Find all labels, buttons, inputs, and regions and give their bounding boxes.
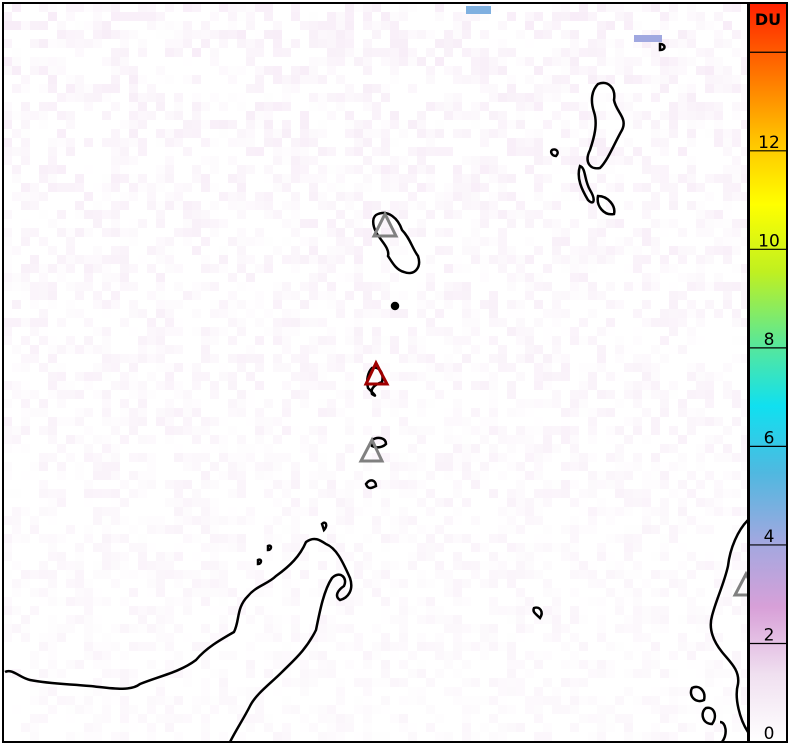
volcano-triangle-icon <box>732 570 748 597</box>
coastline-mainland <box>256 521 328 566</box>
coastline-island <box>532 606 543 620</box>
volcano-triangle-icon <box>371 210 399 238</box>
volcano-markers <box>358 210 748 597</box>
colorbar-tick-label: 12 <box>758 133 780 153</box>
colorbar-tick-label: 2 <box>764 625 775 645</box>
colorbar: 0 2 4 6 8 10 12 DU <box>748 2 788 744</box>
so2-pixels <box>3 3 748 742</box>
volcano-triangle-icon <box>358 436 385 463</box>
so2-pixel-high <box>466 6 491 14</box>
colorbar-tick-label: 10 <box>758 231 780 251</box>
colorbar-tick-label: 4 <box>764 527 775 547</box>
colorbar-unit-label: DU <box>755 10 781 29</box>
coastline-island <box>549 42 666 216</box>
coastline-mainland <box>709 519 748 733</box>
colorbar-tick-label: 8 <box>764 330 775 350</box>
colorbar-tick-label: 6 <box>764 428 775 448</box>
coastline-mainland <box>4 537 353 742</box>
coastline-island <box>390 301 400 311</box>
colorbar-tick-label: 0 <box>764 724 775 744</box>
so2-pixel-high <box>634 35 662 42</box>
coastline-island <box>689 685 727 742</box>
volcano-triangle-icon <box>363 359 390 386</box>
